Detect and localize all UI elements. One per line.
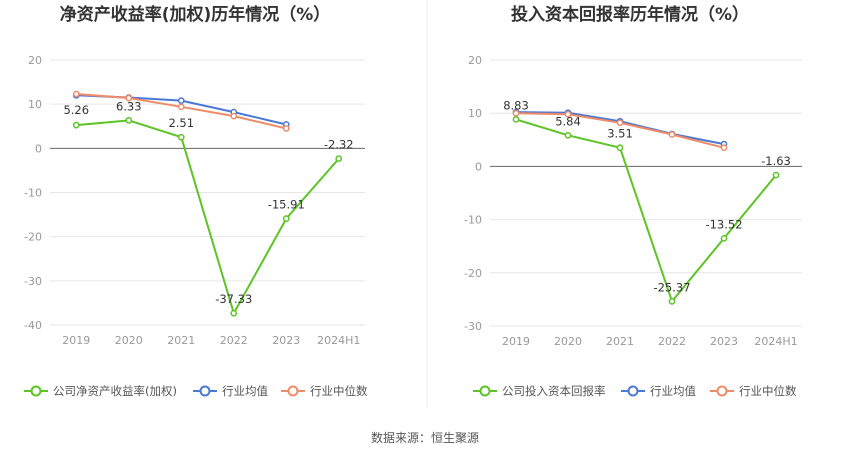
data-label: 3.51 — [607, 127, 633, 141]
series-point-2 — [616, 119, 624, 127]
series-point-2 — [177, 103, 185, 111]
y-tick-label: 20 — [28, 54, 42, 67]
series-point-0 — [177, 133, 185, 141]
data-label: 6.33 — [116, 99, 142, 113]
y-tick-label: -30 — [24, 275, 42, 288]
data-label: -37.33 — [215, 292, 252, 306]
roic-chart: 投入资本回报率历年情况（%） 20 10 0 -10 -20 -30 2019 2020 2021… — [464, 4, 802, 398]
legend-label: 行业中位数 — [739, 384, 797, 398]
series-point-0 — [125, 117, 133, 124]
legend-item-1[interactable]: 行业均值 — [193, 384, 268, 398]
data-label: 5.26 — [63, 103, 89, 117]
y-tick-label: -40 — [24, 319, 42, 332]
series-point-0 — [772, 171, 780, 179]
y-tick-label: -10 — [464, 214, 482, 227]
y-tick-label: 10 — [28, 98, 42, 111]
x-tick-label: 2019 — [62, 334, 90, 347]
legend-item-1[interactable]: 行业均值 — [621, 384, 696, 398]
series-point-2 — [125, 94, 133, 102]
legend-label: 行业均值 — [650, 384, 696, 398]
legend-marker-icon — [287, 385, 299, 397]
data-label: 5.84 — [555, 114, 581, 128]
data-source: 数据来源：恒生聚源 — [371, 430, 479, 445]
x-tick-label: 2021 — [167, 334, 195, 347]
series-point-2 — [282, 125, 290, 132]
legend-item-2[interactable]: 行业中位数 — [710, 384, 797, 398]
y-tick-label: -30 — [464, 320, 482, 333]
legend-label: 公司净资产收益率(加权) — [53, 384, 177, 398]
series-point-0 — [282, 215, 290, 222]
series-point-0 — [512, 116, 520, 123]
data-label: -15.91 — [268, 198, 305, 212]
series-line-0 — [515, 118, 777, 304]
series-point-0 — [668, 298, 676, 305]
legend-marker-icon — [716, 385, 728, 397]
legend-label: 公司投入资本回报率 — [502, 384, 606, 398]
series-point-0 — [72, 121, 80, 129]
series-point-0 — [616, 144, 624, 152]
data-label: 2.51 — [168, 116, 194, 130]
legend-marker-icon — [627, 385, 639, 397]
x-tick-label: 2022 — [220, 334, 248, 347]
series-point-2 — [230, 112, 238, 120]
x-tick-label: 2022 — [658, 335, 686, 348]
legend-item-0[interactable]: 公司净资产收益率(加权) — [24, 384, 177, 398]
series-point-2 — [720, 144, 728, 152]
series-point-0 — [230, 309, 238, 317]
legend-marker-icon — [479, 385, 491, 397]
x-tick-label: 2019 — [502, 335, 530, 348]
chart-title: 投入资本回报率历年情况（%） — [511, 4, 749, 25]
x-tick-label: 2024H1 — [754, 335, 797, 348]
series-point-0 — [564, 131, 572, 139]
data-label: -1.63 — [761, 154, 791, 168]
series-point-1 — [177, 97, 185, 104]
x-tick-label: 2020 — [115, 334, 143, 347]
x-tick-label: 2020 — [554, 335, 582, 348]
x-tick-label: 2024H1 — [317, 334, 360, 347]
series-point-0 — [720, 234, 728, 242]
y-tick-label: -20 — [464, 267, 482, 280]
data-label: -25.37 — [653, 280, 690, 294]
y-tick-label: -10 — [24, 187, 42, 200]
y-tick-label: 20 — [468, 54, 482, 67]
series-point-2 — [72, 90, 80, 98]
legend-item-0[interactable]: 公司投入资本回报率 — [473, 384, 606, 398]
data-label: 8.83 — [503, 98, 529, 112]
series-point-2 — [512, 109, 520, 117]
series-point-2 — [668, 131, 676, 138]
roe-chart: 净资产收益率(加权)历年情况（%） 20 10 0 -10 -20 -30 -40 2019 20… — [24, 4, 368, 398]
x-tick-label: 2023 — [272, 334, 300, 347]
data-label: -2.32 — [324, 138, 354, 152]
y-tick-label: 10 — [468, 107, 482, 120]
legend-item-2[interactable]: 行业中位数 — [281, 384, 368, 398]
y-tick-label: 0 — [475, 160, 482, 173]
legend-marker-icon — [199, 385, 211, 397]
series-point-2 — [564, 110, 572, 118]
x-tick-label: 2021 — [606, 335, 634, 348]
legend-marker-icon — [30, 385, 42, 397]
y-tick-label: 0 — [35, 142, 42, 155]
chart-title: 净资产收益率(加权)历年情况（%） — [60, 4, 331, 25]
y-tick-label: -20 — [24, 231, 42, 244]
legend-label: 行业中位数 — [310, 384, 368, 398]
series-point-0 — [335, 155, 343, 162]
series-line-0 — [76, 119, 340, 316]
data-label: -13.52 — [705, 217, 742, 231]
legend-label: 行业均值 — [222, 384, 268, 398]
x-tick-label: 2023 — [710, 335, 738, 348]
